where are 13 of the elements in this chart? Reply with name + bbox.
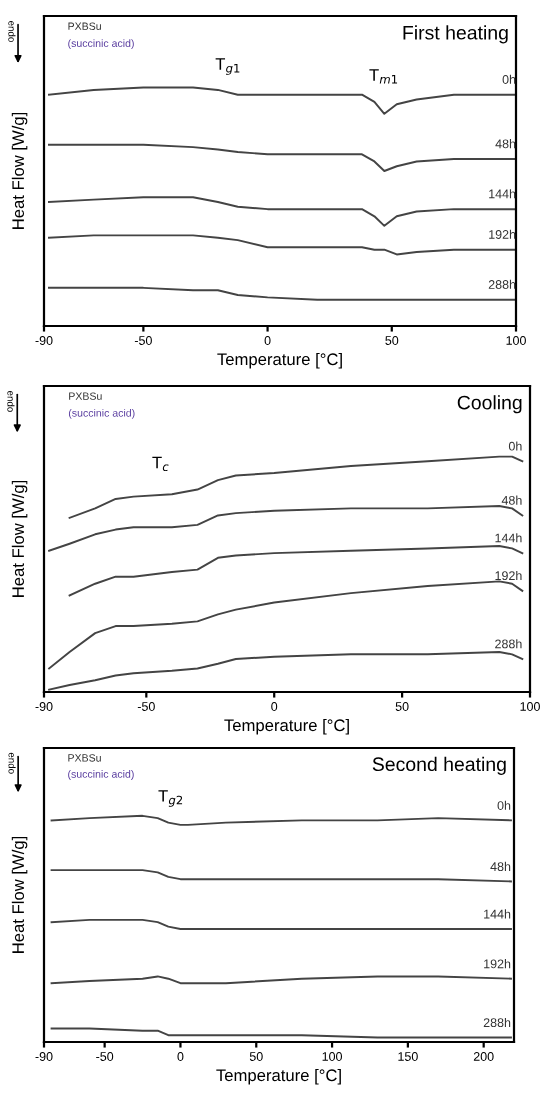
chart-title: Cooling xyxy=(457,395,522,414)
text: T$_{g2}$ xyxy=(158,790,183,807)
y-axis-title: Heat Flow [W/g] xyxy=(11,480,28,597)
x-axis-title: Temperature [°C] xyxy=(217,352,342,369)
x-axis-title: Temperature [°C] xyxy=(224,718,349,735)
text: T$_{m1}$ xyxy=(369,69,398,84)
chart-title: First heating xyxy=(403,25,508,44)
y-axis-title: Heat Flow [W/g] xyxy=(11,112,28,229)
text: T$_{g1}$ xyxy=(215,58,240,75)
annotation: T$_{c}$ xyxy=(152,456,169,472)
chart-title: Second heating xyxy=(372,756,506,775)
x-axis-title: Temperature [°C] xyxy=(216,1068,341,1085)
y-axis-title: Heat Flow [W/g] xyxy=(11,836,28,953)
